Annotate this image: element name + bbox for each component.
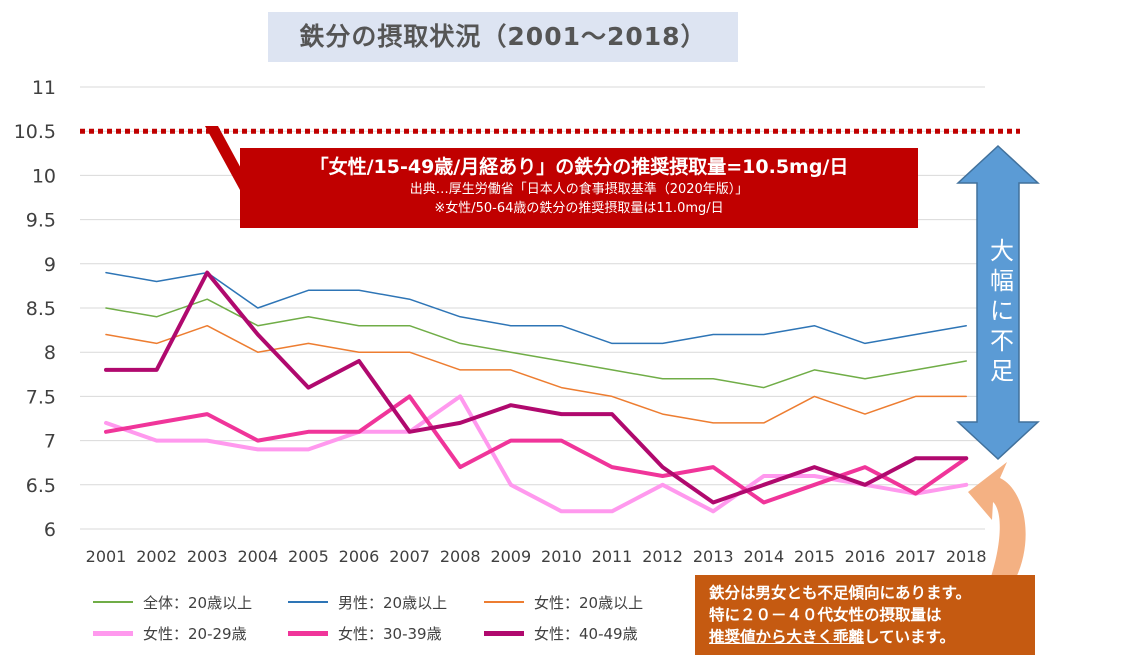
legend-item: 男性：20歳以上 <box>288 592 488 612</box>
x-tick-label: 2013 <box>693 547 734 566</box>
callout-source-text: 出典…厚生労働省「日本人の食事摂取基準（2020年版）」 <box>409 182 749 197</box>
legend-swatch <box>93 601 133 603</box>
x-tick-label: 2017 <box>895 547 936 566</box>
recommended-intake-callout: 「女性/15-49歳/月経あり」の鉄分の推奨摂取量=10.5mg/日 出典…厚生… <box>240 148 918 228</box>
x-tick-label: 2014 <box>743 547 784 566</box>
red-callout-pointer <box>205 126 250 190</box>
x-tick-label: 2015 <box>794 547 835 566</box>
arrow-label-char: 不 <box>990 327 1014 355</box>
x-tick-label: 2001 <box>86 547 127 566</box>
summary-emphasis: 推奨値から大きく乖離 <box>709 628 865 646</box>
y-tick-label: 8.5 <box>26 298 56 320</box>
legend-label: 男性：20歳以上 <box>338 594 448 612</box>
x-tick-label: 2004 <box>237 547 278 566</box>
summary-line-2: 特に２０－４０代女性の摂取量は <box>709 606 942 624</box>
legend-item: 女性：40-49歳 <box>484 623 684 643</box>
legend-item: 全体：20歳以上 <box>93 592 293 612</box>
arrow-label-char: に <box>990 297 1014 325</box>
summary-callout: 鉄分は男女とも不足傾向にあります。 特に２０－４０代女性の摂取量は 推奨値から大… <box>695 575 1035 655</box>
curved-arrow-icon <box>968 462 1026 580</box>
legend-label: 女性：20歳以上 <box>534 594 644 612</box>
y-tick-label: 9.5 <box>26 210 56 232</box>
callout-note-text: ※女性/50-64歳の鉄分の推奨摂取量は11.0mg/日 <box>434 201 724 216</box>
summary-line-1: 鉄分は男女とも不足傾向にあります。 <box>709 584 971 602</box>
series-line <box>104 270 969 505</box>
x-tick-label: 2011 <box>592 547 633 566</box>
legend-label: 女性：40-49歳 <box>534 625 638 643</box>
legend-swatch <box>484 601 524 603</box>
y-tick-label: 6.5 <box>26 475 56 497</box>
x-tick-label: 2002 <box>136 547 177 566</box>
legend-item: 女性：30-39歳 <box>288 623 488 643</box>
y-axis-ticks: 6 6.5 7 7.5 8 8.5 9 9.5 10 10.5 11 <box>14 77 56 541</box>
x-tick-label: 2008 <box>440 547 481 566</box>
x-tick-label: 2003 <box>187 547 228 566</box>
arrow-label-char: 幅 <box>990 267 1014 295</box>
x-axis-ticks: 2001 2002 2003 2004 2005 2006 2007 2008 2009 2010… <box>86 547 987 566</box>
series-layer <box>104 270 969 514</box>
double-arrow-icon <box>956 144 1040 461</box>
legend-swatch <box>484 631 524 636</box>
chart-title: 鉄分の摂取状況（2001～2018） <box>268 12 738 62</box>
y-tick-label: 9 <box>44 254 56 276</box>
y-tick-label: 11 <box>32 77 56 99</box>
arrow-label-char: 大 <box>990 237 1014 265</box>
y-tick-label: 7 <box>44 431 56 453</box>
legend-label: 全体：20歳以上 <box>143 594 253 612</box>
summary-line-3: 推奨値から大きく乖離しています。 <box>709 626 1035 648</box>
y-tick-label: 7.5 <box>26 386 56 408</box>
legend-item: 女性：20歳以上 <box>484 592 684 612</box>
x-tick-label: 2005 <box>288 547 329 566</box>
y-tick-label: 6 <box>44 519 56 541</box>
series-line <box>105 271 967 345</box>
y-tick-label: 8 <box>44 342 56 364</box>
y-tick-label: 10 <box>32 165 56 187</box>
x-tick-label: 2016 <box>845 547 886 566</box>
legend-swatch <box>93 631 133 636</box>
arrow-label: 大 幅 に 不 足 <box>983 236 1021 386</box>
legend-item: 女性：20-29歳 <box>93 623 293 643</box>
arrow-label-char: 足 <box>990 357 1014 385</box>
series-line <box>105 324 967 424</box>
series-line <box>104 394 969 514</box>
legend-label: 女性：30-39歳 <box>338 625 442 643</box>
legend-swatch <box>288 631 328 636</box>
x-tick-label: 2009 <box>490 547 531 566</box>
series-line <box>105 298 967 389</box>
x-tick-label: 2012 <box>642 547 683 566</box>
x-tick-label: 2018 <box>946 547 987 566</box>
x-tick-label: 2007 <box>389 547 430 566</box>
series-line <box>104 394 969 505</box>
callout-main-text: 「女性/15-49歳/月経あり」の鉄分の推奨摂取量=10.5mg/日 <box>309 156 849 178</box>
x-tick-label: 2006 <box>339 547 380 566</box>
legend-swatch <box>288 601 328 603</box>
summary-line-3-rest: しています。 <box>864 628 956 646</box>
legend-label: 女性：20-29歳 <box>143 625 247 643</box>
y-tick-label: 10.5 <box>14 121 56 143</box>
x-tick-label: 2010 <box>541 547 582 566</box>
